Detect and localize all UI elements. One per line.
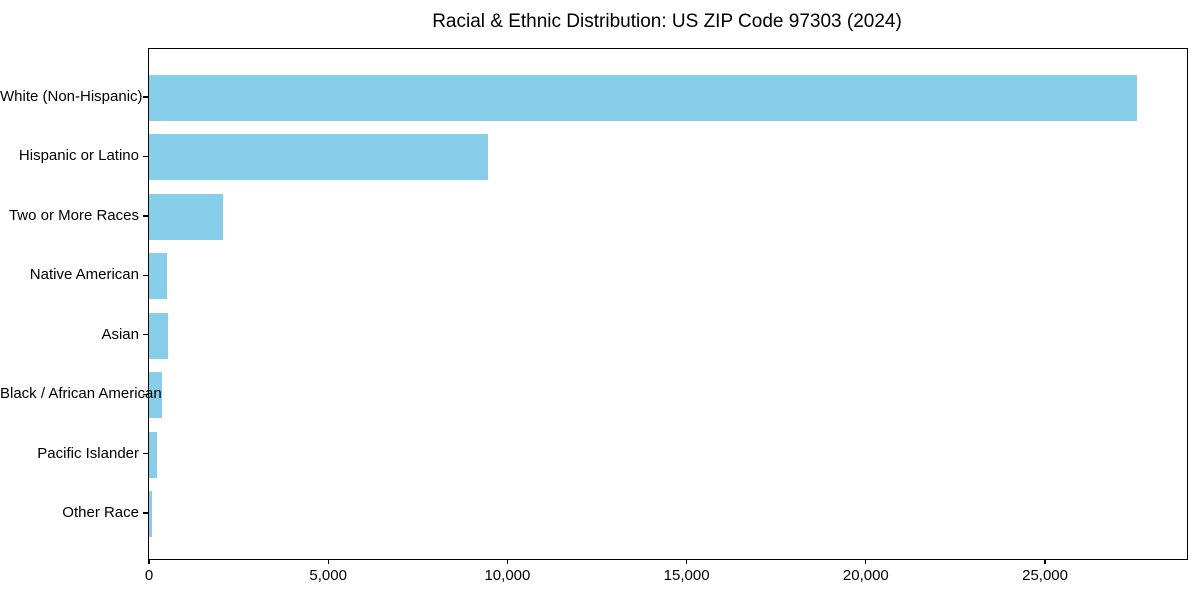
- y-tick-label: Asian: [101, 325, 139, 343]
- y-tick: [143, 393, 148, 395]
- y-tick-label: White (Non-Hispanic): [0, 88, 143, 105]
- y-tick: [143, 155, 148, 158]
- y-tick: [143, 215, 148, 217]
- x-tick: [148, 559, 150, 564]
- x-tick: [685, 559, 688, 564]
- bar-other-race: [149, 491, 152, 537]
- y-tick-label: Two or More Races: [8, 206, 139, 224]
- y-tick-label: Native American: [29, 266, 139, 284]
- bar-pacific-islander: [149, 431, 157, 478]
- bar-white-non-hispanic: [149, 75, 1138, 121]
- x-tick: [865, 559, 867, 564]
- x-tick-label: 20,000: [842, 567, 889, 584]
- bar-native-american: [149, 253, 167, 300]
- bar-black-african-american: [149, 372, 162, 419]
- chart-title: Racial & Ethnic Distribution: US ZIP Cod…: [432, 11, 902, 32]
- y-tick-label: Other Race: [62, 504, 139, 521]
- plot-area: 0 5,000 10,000 15,000 20,000 25,000: [145, 48, 1188, 584]
- x-tick: [506, 559, 509, 564]
- y-tick: [143, 96, 148, 98]
- y-tick-label: Hispanic or Latino: [18, 147, 139, 165]
- x-tick-label: 15,000: [663, 567, 710, 584]
- bar-hispanic-or-latino: [149, 134, 488, 181]
- y-tick: [143, 274, 148, 276]
- x-tick-label: 10,000: [484, 567, 531, 584]
- x-tick: [327, 559, 329, 564]
- bar-asian: [149, 312, 168, 359]
- y-tick: [143, 452, 148, 455]
- bar-two-or-more-races: [149, 193, 223, 240]
- x-tick: [1044, 559, 1046, 564]
- y-tick-label: Black / African American: [0, 385, 162, 403]
- y-tick-label: Pacific Islander: [37, 444, 139, 462]
- y-tick: [143, 334, 148, 336]
- x-tick-label: 0: [144, 567, 154, 584]
- y-tick: [143, 512, 148, 514]
- x-tick-label: 5,000: [309, 567, 347, 584]
- x-tick-label: 25,000: [1022, 567, 1068, 584]
